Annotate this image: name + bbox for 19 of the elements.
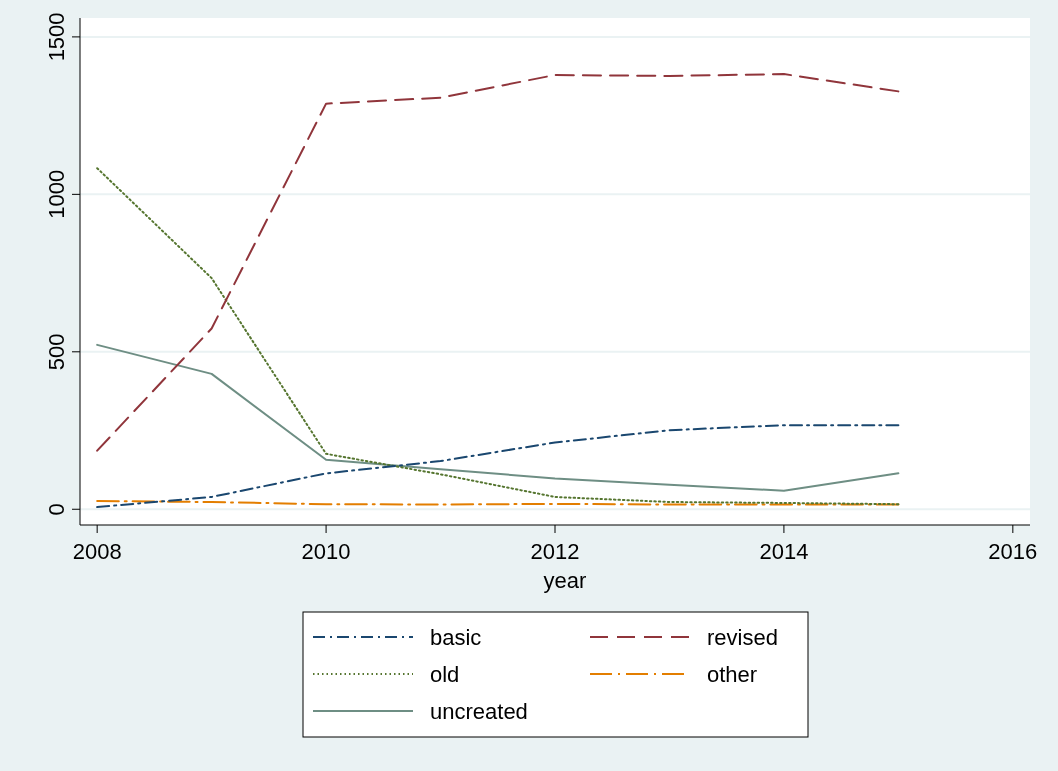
x-tick-label: 2012 xyxy=(530,539,580,564)
legend-label: basic xyxy=(430,625,482,650)
x-axis-title: year xyxy=(543,568,587,593)
x-tick-label: 2016 xyxy=(988,539,1038,564)
y-tick-label: 500 xyxy=(44,333,69,371)
legend-label: revised xyxy=(707,625,778,650)
legend-label: other xyxy=(707,662,758,687)
line-series xyxy=(96,424,900,509)
legend-label: old xyxy=(430,662,460,687)
line-series xyxy=(96,167,900,506)
line-series xyxy=(96,73,900,452)
y-tick-label: 0 xyxy=(44,503,69,516)
x-tick-label: 2008 xyxy=(72,539,122,564)
x-tick-label: 2014 xyxy=(759,539,809,564)
legend-label: uncreated xyxy=(430,699,528,724)
y-tick-label: 1500 xyxy=(44,12,69,62)
line-series xyxy=(96,343,900,492)
x-tick-label: 2010 xyxy=(301,539,351,564)
y-tick-label: 1000 xyxy=(44,169,69,219)
